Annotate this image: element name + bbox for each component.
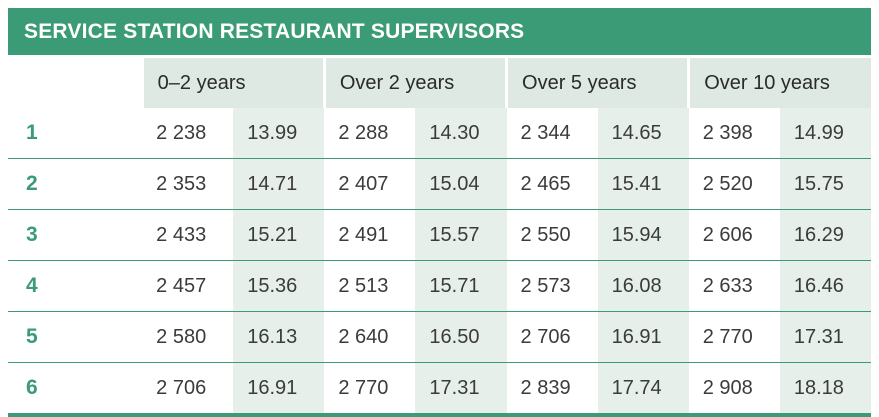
header-row: 0–2 years Over 2 years Over 5 years Over… [8,58,871,108]
hourly-wage-cell: 15.94 [597,209,689,261]
hourly-wage-cell: 18.18 [779,362,871,417]
monthly-wage-cell: 2 288 [324,108,416,159]
hourly-wage-cell: 17.31 [415,362,507,417]
hourly-wage-cell: 14.65 [597,108,689,159]
grade-label: 6 [8,362,143,417]
hourly-wage-cell: 15.21 [233,209,325,261]
column-header: Over 5 years [505,58,689,108]
grade-label: 3 [8,209,143,261]
monthly-wage-cell: 2 706 [142,362,234,417]
wage-table-panel: SERVICE STATION RESTAURANT SUPERVISORS 0… [8,8,871,417]
monthly-wage-cell: 2 770 [688,311,780,363]
hourly-wage-cell: 16.91 [233,362,325,417]
hourly-wage-cell: 14.71 [233,158,325,210]
hourly-wage-cell: 16.08 [597,260,689,312]
monthly-wage-cell: 2 238 [142,108,234,159]
monthly-wage-cell: 2 491 [324,209,416,261]
monthly-wage-cell: 2 633 [688,260,780,312]
monthly-wage-cell: 2 706 [506,311,598,363]
monthly-wage-cell: 2 344 [506,108,598,159]
monthly-wage-cell: 2 465 [506,158,598,210]
hourly-wage-cell: 14.99 [779,108,871,159]
wage-table: 0–2 years Over 2 years Over 5 years Over… [8,58,871,417]
monthly-wage-cell: 2 908 [688,362,780,417]
monthly-wage-cell: 2 520 [688,158,780,210]
monthly-wage-cell: 2 353 [142,158,234,210]
hourly-wage-cell: 15.71 [415,260,507,312]
hourly-wage-cell: 17.31 [779,311,871,363]
monthly-wage-cell: 2 839 [506,362,598,417]
grade-label: 2 [8,158,143,210]
hourly-wage-cell: 16.29 [779,209,871,261]
monthly-wage-cell: 2 407 [324,158,416,210]
column-header: Over 10 years [687,58,871,108]
monthly-wage-cell: 2 550 [506,209,598,261]
hourly-wage-cell: 15.57 [415,209,507,261]
grade-label: 5 [8,311,143,363]
hourly-wage-cell: 15.36 [233,260,325,312]
monthly-wage-cell: 2 580 [142,311,234,363]
monthly-wage-cell: 2 398 [688,108,780,159]
monthly-wage-cell: 2 606 [688,209,780,261]
hourly-wage-cell: 17.74 [597,362,689,417]
grade-label: 4 [8,260,143,312]
column-header: 0–2 years [140,58,325,108]
monthly-wage-cell: 2 573 [506,260,598,312]
hourly-wage-cell: 13.99 [233,108,325,159]
hourly-wage-cell: 15.41 [597,158,689,210]
monthly-wage-cell: 2 457 [142,260,234,312]
hourly-wage-cell: 15.75 [779,158,871,210]
hourly-wage-cell: 16.46 [779,260,871,312]
monthly-wage-cell: 2 640 [324,311,416,363]
hourly-wage-cell: 16.50 [415,311,507,363]
hourly-wage-cell: 14.30 [415,108,507,159]
monthly-wage-cell: 2 513 [324,260,416,312]
column-header: Over 2 years [322,58,507,108]
monthly-wage-cell: 2 433 [142,209,234,261]
header-blank [8,58,143,108]
hourly-wage-cell: 16.91 [597,311,689,363]
monthly-wage-cell: 2 770 [324,362,416,417]
hourly-wage-cell: 15.04 [415,158,507,210]
hourly-wage-cell: 16.13 [233,311,325,363]
table-title: SERVICE STATION RESTAURANT SUPERVISORS [8,8,871,55]
grade-label: 1 [8,108,143,159]
